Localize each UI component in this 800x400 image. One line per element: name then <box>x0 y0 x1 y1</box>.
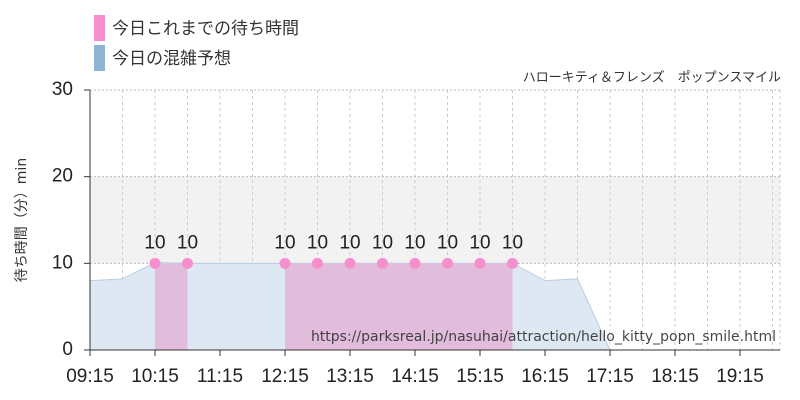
x-tick-label: 14:15 <box>391 366 439 387</box>
value-label: 10 <box>502 232 523 253</box>
y-tick-label: 20 <box>52 166 73 187</box>
x-tick-label: 18:15 <box>651 366 699 387</box>
x-tick-label: 12:15 <box>261 366 309 387</box>
value-label: 10 <box>372 232 393 253</box>
y-axis-label: 待ち時間（分）min <box>14 158 30 282</box>
value-label: 10 <box>307 232 328 253</box>
wait-point <box>149 257 161 269</box>
legend-label: 今日の混雑予想 <box>112 49 231 69</box>
value-label: 10 <box>404 232 425 253</box>
wait-point <box>377 257 388 269</box>
x-tick-label: 17:15 <box>586 366 634 387</box>
legend-swatch <box>94 45 105 71</box>
y-tick-label: 10 <box>52 252 73 273</box>
value-label: 10 <box>144 232 165 253</box>
wait-point <box>507 257 518 269</box>
x-tick-label: 13:15 <box>326 366 374 387</box>
x-tick-label: 11:15 <box>197 366 243 387</box>
chart-subtitle: ハローキティ＆フレンズ ポップンスマイル <box>523 70 781 86</box>
value-label: 10 <box>274 232 295 253</box>
wait-point <box>442 257 453 269</box>
value-label: 10 <box>339 232 360 253</box>
value-label: 10 <box>177 232 198 253</box>
wait-area <box>155 263 188 350</box>
legend-label: 今日これまでの待ち時間 <box>112 19 299 39</box>
wait-point <box>182 257 193 269</box>
legend-swatch <box>94 15 105 41</box>
x-tick-label: 09:15 <box>66 366 114 387</box>
y-tick-label: 0 <box>62 339 73 360</box>
watermark: https://parksreal.jp/nasuhai/attraction/… <box>311 329 776 345</box>
y-tick-label: 30 <box>52 79 73 100</box>
x-tick-label: 10:15 <box>131 366 179 387</box>
value-label: 10 <box>469 232 490 253</box>
wait-point <box>279 257 291 269</box>
wait-point <box>474 257 486 269</box>
wait-point <box>409 257 421 269</box>
wait-area <box>285 263 513 350</box>
x-tick-label: 15:15 <box>456 366 504 387</box>
wait-point <box>312 257 323 269</box>
value-label: 10 <box>437 232 458 253</box>
wait-point <box>344 257 356 269</box>
x-tick-label: 19:15 <box>716 366 764 387</box>
x-tick-label: 16:15 <box>521 366 569 387</box>
shaded-band <box>90 176 780 264</box>
